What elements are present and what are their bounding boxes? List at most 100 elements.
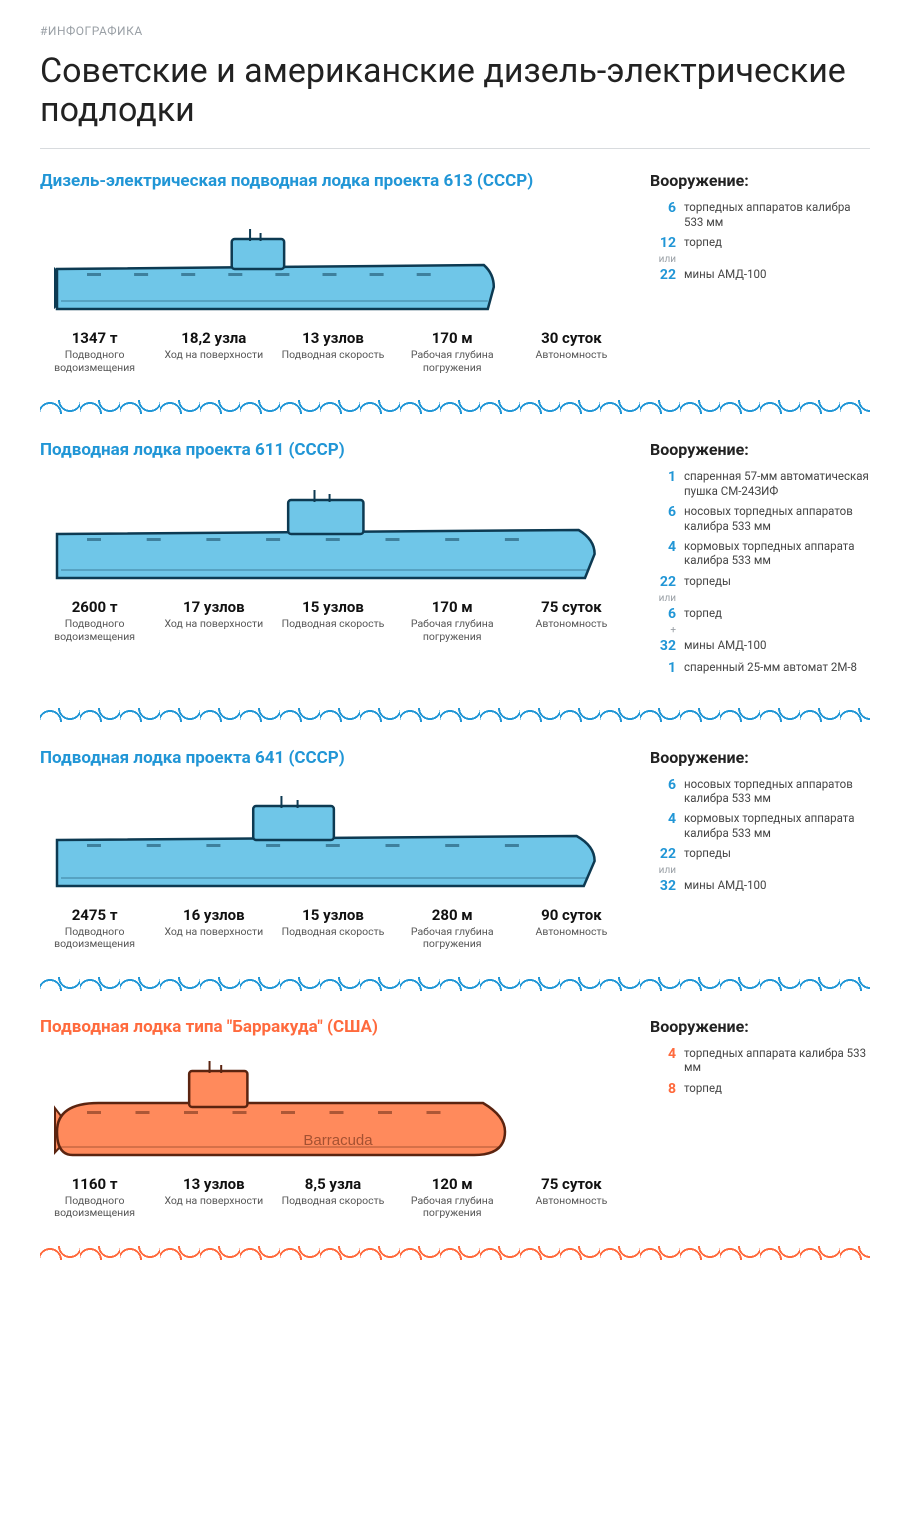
stat-label: Автономность <box>517 1195 626 1208</box>
wave-divider <box>40 400 870 414</box>
submarine-title: Подводная лодка типа "Барракуда" (США) <box>40 1017 626 1037</box>
submarine-block-barracuda: Подводная лодка типа "Барракуда" (США) B… <box>40 1017 870 1220</box>
armament-text: кормовых торпедных аппарата калибра 533 … <box>684 811 870 840</box>
armament-text: спаренный 25-мм автомат 2М-8 <box>684 660 870 674</box>
armament-row: 1 спаренная 57-мм автоматическая пушка С… <box>650 469 870 498</box>
stat-value: 120 м <box>398 1175 507 1193</box>
armament-count: 22 <box>650 267 676 283</box>
armament-row: 4 кормовых торпедных аппарата калибра 53… <box>650 811 870 840</box>
armament-row: 1 спаренный 25-мм автомат 2М-8 <box>650 660 870 676</box>
submarine-block-p613: Дизель-электрическая подводная лодка про… <box>40 171 870 374</box>
armament-text: торпеды <box>684 574 870 588</box>
stat-surface_speed: 18,2 узла Ход на поверхности <box>159 329 268 374</box>
armament-heading: Вооружение: <box>650 748 870 767</box>
armament-count: 6 <box>650 504 676 520</box>
stat-label: Рабочая глубина погружения <box>398 1195 507 1220</box>
armament-count: 22 <box>650 574 676 590</box>
armament-row: 6 торпед <box>650 606 870 622</box>
stat-label: Подводного водоизмещения <box>40 926 149 951</box>
stat-sub_speed: 8,5 узла Подводная скорость <box>278 1175 387 1220</box>
stat-label: Автономность <box>517 349 626 362</box>
armament-text: спаренная 57-мм автоматическая пушка СМ-… <box>684 469 870 498</box>
submarine-illustration <box>40 474 626 584</box>
stat-depth: 170 м Рабочая глубина погружения <box>398 329 507 374</box>
stats-row: 2600 т Подводного водоизмещения 17 узлов… <box>40 598 626 643</box>
armament-text: мины АМД-100 <box>684 267 870 281</box>
stat-value: 90 суток <box>517 906 626 924</box>
stat-value: 170 м <box>398 598 507 616</box>
stat-depth: 120 м Рабочая глубина погружения <box>398 1175 507 1220</box>
armament-count: 4 <box>650 811 676 827</box>
stat-value: 15 узлов <box>278 598 387 616</box>
stat-value: 2475 т <box>40 906 149 924</box>
armament-panel: Вооружение: 6 носовых торпедных аппарато… <box>650 748 870 951</box>
stats-row: 2475 т Подводного водоизмещения 16 узлов… <box>40 906 626 951</box>
armament-text: мины АМД-100 <box>684 638 870 652</box>
stat-surface_speed: 16 узлов Ход на поверхности <box>159 906 268 951</box>
armament-text: носовых торпедных аппаратов калибра 533 … <box>684 777 870 806</box>
submarine-illustration <box>40 782 626 892</box>
submarine-title: Подводная лодка проекта 641 (СССР) <box>40 748 626 768</box>
wave-divider <box>40 977 870 991</box>
stat-sub_speed: 13 узлов Подводная скорость <box>278 329 387 374</box>
stat-autonomy: 75 суток Автономность <box>517 598 626 643</box>
armament-text: кормовых торпедных аппарата калибра 533 … <box>684 539 870 568</box>
submarine-block-p641: Подводная лодка проекта 641 (СССР) 2475 … <box>40 748 870 951</box>
stat-autonomy: 75 суток Автономность <box>517 1175 626 1220</box>
stat-label: Рабочая глубина погружения <box>398 349 507 374</box>
stat-value: 30 суток <box>517 329 626 347</box>
submarine-illustration <box>40 205 626 315</box>
stat-displacement: 2600 т Подводного водоизмещения <box>40 598 149 643</box>
armament-text: торпедных аппаратов калибра 533 мм <box>684 200 870 229</box>
stat-label: Подводного водоизмещения <box>40 1195 149 1220</box>
armament-heading: Вооружение: <box>650 1017 870 1036</box>
armament-heading: Вооружение: <box>650 171 870 190</box>
armament-separator: или <box>650 594 676 604</box>
stat-displacement: 2475 т Подводного водоизмещения <box>40 906 149 951</box>
stat-value: 1160 т <box>40 1175 149 1193</box>
armament-count: 6 <box>650 777 676 793</box>
stat-surface_speed: 13 узлов Ход на поверхности <box>159 1175 268 1220</box>
wave-divider <box>40 1246 870 1260</box>
stat-value: 16 узлов <box>159 906 268 924</box>
armament-row: 6 носовых торпедных аппаратов калибра 53… <box>650 504 870 533</box>
stat-depth: 280 м Рабочая глубина погружения <box>398 906 507 951</box>
stat-label: Рабочая глубина погружения <box>398 926 507 951</box>
armament-row: 4 торпедных аппарата калибра 533 мм <box>650 1046 870 1075</box>
stats-row: 1347 т Подводного водоизмещения 18,2 узл… <box>40 329 626 374</box>
armament-separator: + <box>650 626 676 636</box>
stat-value: 1347 т <box>40 329 149 347</box>
svg-text:Barracuda: Barracuda <box>303 1132 373 1149</box>
armament-text: мины АМД-100 <box>684 878 870 892</box>
armament-heading: Вооружение: <box>650 440 870 459</box>
stat-label: Подводная скорость <box>278 349 387 362</box>
stat-label: Подводная скорость <box>278 1195 387 1208</box>
category-tag: #ИНФОГРАФИКА <box>40 24 870 38</box>
stat-value: 17 узлов <box>159 598 268 616</box>
stat-displacement: 1347 т Подводного водоизмещения <box>40 329 149 374</box>
armament-row: 22 торпеды <box>650 846 870 862</box>
armament-count: 32 <box>650 878 676 894</box>
stat-value: 280 м <box>398 906 507 924</box>
stat-value: 8,5 узла <box>278 1175 387 1193</box>
stat-displacement: 1160 т Подводного водоизмещения <box>40 1175 149 1220</box>
armament-count: 8 <box>650 1081 676 1097</box>
submarine-title: Дизель-электрическая подводная лодка про… <box>40 171 626 191</box>
stat-value: 13 узлов <box>159 1175 268 1193</box>
stat-autonomy: 90 суток Автономность <box>517 906 626 951</box>
stats-row: 1160 т Подводного водоизмещения 13 узлов… <box>40 1175 626 1220</box>
armament-count: 6 <box>650 200 676 216</box>
armament-row: 8 торпед <box>650 1081 870 1097</box>
armament-separator: или <box>650 866 676 876</box>
armament-count: 1 <box>650 469 676 485</box>
armament-panel: Вооружение: 6 торпедных аппаратов калибр… <box>650 171 870 374</box>
stat-label: Ход на поверхности <box>159 618 268 631</box>
stat-label: Ход на поверхности <box>159 1195 268 1208</box>
stat-sub_speed: 15 узлов Подводная скорость <box>278 906 387 951</box>
page-title: Советские и американские дизель-электрич… <box>40 52 870 130</box>
armament-row: 12 торпед <box>650 235 870 251</box>
submarine-title: Подводная лодка проекта 611 (СССР) <box>40 440 626 460</box>
submarine-illustration: Barracuda <box>40 1051 626 1161</box>
armament-panel: Вооружение: 4 торпедных аппарата калибра… <box>650 1017 870 1220</box>
stat-value: 75 суток <box>517 1175 626 1193</box>
